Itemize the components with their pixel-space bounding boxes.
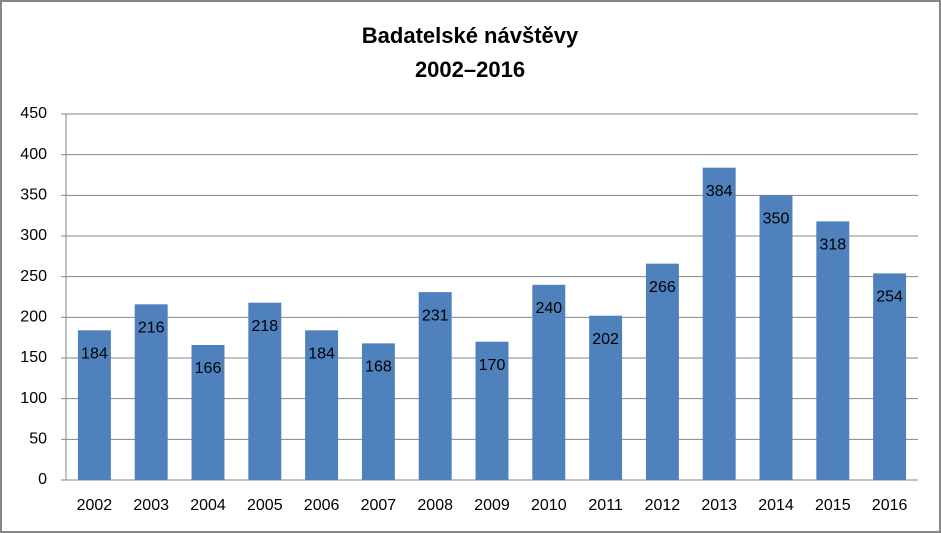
value-label: 216 bbox=[138, 320, 165, 337]
y-tick-label: 200 bbox=[20, 309, 47, 326]
bar bbox=[645, 263, 679, 480]
bar bbox=[191, 344, 225, 480]
value-label: 166 bbox=[195, 360, 222, 377]
bar bbox=[361, 343, 395, 480]
y-tick-label: 50 bbox=[29, 431, 47, 448]
bar bbox=[418, 292, 452, 480]
value-label: 350 bbox=[763, 211, 790, 228]
value-label: 184 bbox=[308, 346, 335, 363]
bar bbox=[134, 304, 168, 480]
x-tick-label: 2011 bbox=[588, 497, 623, 514]
y-tick-label: 150 bbox=[20, 349, 47, 366]
value-label: 318 bbox=[819, 237, 846, 254]
y-tick-label: 450 bbox=[20, 105, 47, 122]
x-tick-label: 2005 bbox=[247, 497, 283, 514]
x-tick-label: 2013 bbox=[701, 497, 737, 514]
x-tick-label: 2009 bbox=[474, 497, 510, 514]
y-tick-label: 100 bbox=[20, 390, 47, 407]
bar bbox=[759, 195, 793, 481]
x-tick-label: 2015 bbox=[815, 497, 851, 514]
y-tick-label: 250 bbox=[20, 268, 47, 285]
bar bbox=[816, 221, 850, 481]
x-tick-label: 2010 bbox=[531, 497, 567, 514]
bar bbox=[77, 330, 111, 480]
y-tick-label: 350 bbox=[20, 187, 47, 204]
value-label: 254 bbox=[876, 289, 903, 306]
value-label: 170 bbox=[479, 357, 506, 374]
bar bbox=[475, 341, 509, 480]
bar bbox=[248, 302, 282, 480]
chart-subtitle: 2002–2016 bbox=[415, 57, 525, 82]
x-tick-label: 2007 bbox=[361, 497, 397, 514]
y-tick-label: 400 bbox=[20, 146, 47, 163]
value-label: 184 bbox=[81, 346, 108, 363]
x-tick-label: 2016 bbox=[872, 497, 908, 514]
y-tick-label: 0 bbox=[38, 471, 47, 488]
bar bbox=[589, 315, 623, 480]
value-label: 218 bbox=[251, 318, 278, 335]
bar bbox=[873, 273, 907, 480]
x-tick-label: 2006 bbox=[304, 497, 340, 514]
chart-title: Badatelské návštěvy bbox=[362, 23, 579, 48]
value-label: 240 bbox=[535, 300, 562, 317]
bar bbox=[702, 167, 736, 480]
value-label: 202 bbox=[592, 331, 619, 348]
x-tick-label: 2003 bbox=[133, 497, 169, 514]
value-label: 266 bbox=[649, 279, 676, 296]
bar bbox=[532, 284, 566, 480]
value-label: 231 bbox=[422, 307, 449, 324]
x-tick-label: 2008 bbox=[417, 497, 453, 514]
x-tick-label: 2002 bbox=[77, 497, 113, 514]
bar bbox=[305, 330, 339, 480]
y-tick-label: 300 bbox=[20, 227, 47, 244]
x-tick-label: 2014 bbox=[758, 497, 794, 514]
x-tick-label: 2004 bbox=[190, 497, 226, 514]
value-label: 384 bbox=[706, 183, 733, 200]
x-tick-label: 2012 bbox=[645, 497, 681, 514]
value-label: 168 bbox=[365, 359, 392, 376]
